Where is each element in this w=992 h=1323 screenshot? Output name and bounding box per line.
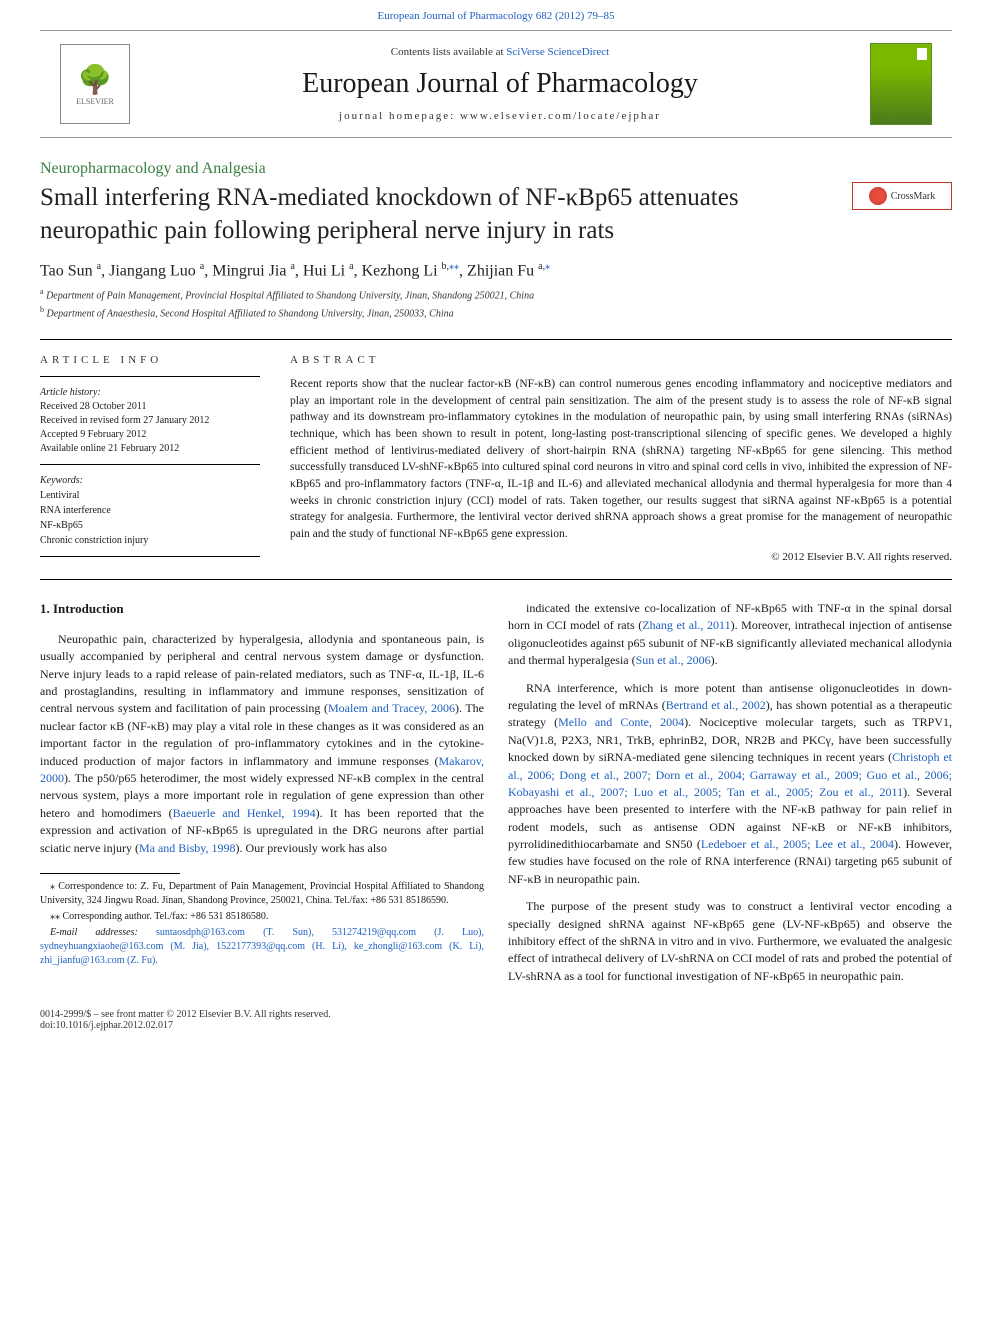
crossmark-badge[interactable]: CrossMark <box>852 182 952 210</box>
body-paragraph: Neuropathic pain, characterized by hyper… <box>40 631 484 857</box>
section-label: Neuropharmacology and Analgesia <box>40 160 952 178</box>
journal-citation[interactable]: European Journal of Pharmacology 682 (20… <box>0 0 992 30</box>
contents-line: Contents lists available at SciVerse Sci… <box>130 46 870 58</box>
divider <box>40 464 260 465</box>
footnote-emails: E-mail addresses: suntaosdph@163.com (T.… <box>40 926 484 968</box>
affiliation-b: b Department of Anaesthesia, Second Hosp… <box>40 304 952 321</box>
crossmark-label: CrossMark <box>891 191 935 202</box>
article-info: ARTICLE INFO Article history: Received 2… <box>40 340 260 565</box>
body-paragraph: indicated the extensive co-localization … <box>508 600 952 670</box>
abstract-text: Recent reports show that the nuclear fac… <box>290 376 952 543</box>
body-left-column: 1. Introduction Neuropathic pain, charac… <box>40 600 484 995</box>
divider <box>40 376 260 377</box>
article-title: Small interfering RNA-mediated knockdown… <box>40 182 852 247</box>
divider <box>40 579 952 580</box>
journal-cover-icon[interactable] <box>870 43 932 125</box>
journal-homepage[interactable]: journal homepage: www.elsevier.com/locat… <box>130 110 870 122</box>
intro-heading: 1. Introduction <box>40 600 484 619</box>
affiliation-a: a Department of Pain Management, Provinc… <box>40 286 952 303</box>
footnotes: ⁎ Correspondence to: Z. Fu, Department o… <box>40 880 484 968</box>
doi-line[interactable]: doi:10.1016/j.ejphar.2012.02.017 <box>40 1020 952 1031</box>
journal-header: 🌳 ELSEVIER Contents lists available at S… <box>40 30 952 138</box>
body-paragraph: The purpose of the present study was to … <box>508 898 952 985</box>
keywords-text: LentiviralRNA interferenceNF-κBp65Chroni… <box>40 488 260 548</box>
sciencedirect-link[interactable]: SciVerse ScienceDirect <box>506 46 609 58</box>
abstract-head: ABSTRACT <box>290 354 952 366</box>
elsevier-logo[interactable]: 🌳 ELSEVIER <box>60 44 130 124</box>
bottom-bar: 0014-2999/$ – see front matter © 2012 El… <box>40 1009 952 1031</box>
footnote-divider <box>40 873 180 874</box>
abstract-copyright: © 2012 Elsevier B.V. All rights reserved… <box>290 551 952 563</box>
crossmark-icon <box>869 187 887 205</box>
history-head: Article history: <box>40 387 260 398</box>
divider <box>40 556 260 557</box>
elsevier-tree-icon: 🌳 <box>78 63 113 97</box>
article-info-head: ARTICLE INFO <box>40 354 260 366</box>
body-paragraph: RNA interference, which is more potent t… <box>508 680 952 889</box>
history-text: Received 28 October 2011Received in revi… <box>40 400 260 456</box>
footnote-corr1: ⁎ Correspondence to: Z. Fu, Department o… <box>40 880 484 908</box>
keywords-head: Keywords: <box>40 475 260 486</box>
body-right-column: indicated the extensive co-localization … <box>508 600 952 995</box>
journal-name: European Journal of Pharmacology <box>130 68 870 100</box>
issn-line: 0014-2999/$ – see front matter © 2012 El… <box>40 1009 952 1020</box>
abstract: ABSTRACT Recent reports show that the nu… <box>290 340 952 565</box>
authors: Tao Sun a, Jiangang Luo a, Mingrui Jia a… <box>40 261 952 280</box>
footnote-corr2: ⁎⁎ Corresponding author. Tel./fax: +86 5… <box>40 910 484 924</box>
elsevier-label: ELSEVIER <box>76 97 114 106</box>
